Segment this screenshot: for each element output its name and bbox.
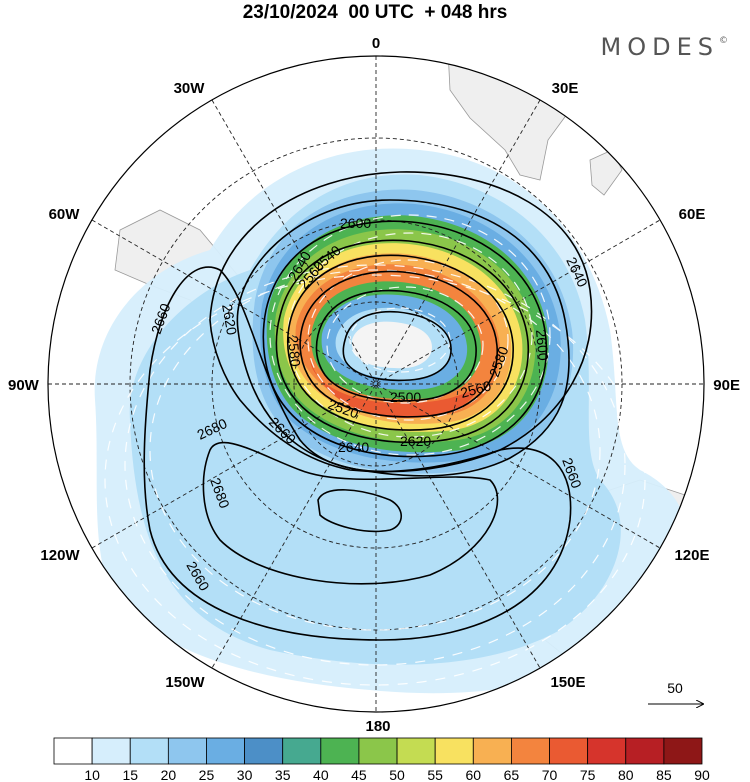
contour-2600 (262, 220, 548, 458)
map-border (47, 55, 705, 713)
lon-label-120w: 120W (40, 547, 80, 564)
contour-label: 2620 (219, 303, 240, 337)
colorbar-tick-label: 30 (237, 767, 253, 782)
colorbar-tick-label: 70 (542, 767, 558, 782)
colorbar-swatch (587, 737, 627, 765)
contour-label: 2500 (390, 389, 421, 405)
colorbar-tick-label: 40 (313, 767, 329, 782)
colorbar-swatch (625, 737, 665, 765)
contour-2580 (275, 239, 529, 444)
colorbar-tick-label: 60 (466, 767, 482, 782)
contour-label: 2620 (400, 433, 431, 449)
colorbar-tick-label: 80 (618, 767, 634, 782)
colorbar-tick-label: 10 (84, 767, 100, 782)
contour-2660 (143, 266, 572, 641)
lon-label-60e: 60E (679, 206, 706, 223)
colorbar-swatch (244, 737, 284, 765)
lon-label-90w: 90W (8, 377, 40, 394)
copyright-mark: © (719, 36, 728, 46)
colorbar-tick-label: 45 (351, 767, 367, 782)
lon-label-30e: 30E (552, 80, 579, 97)
contour-2540 (299, 270, 498, 418)
height-contours (143, 171, 593, 641)
contour-label: 2600 (340, 215, 371, 231)
lon-label-150w: 150W (165, 674, 205, 691)
wind-reference-value: 50 (667, 680, 683, 696)
colorbar-swatch (167, 737, 207, 765)
shade-inner-white (351, 321, 432, 369)
contour-2500 (342, 310, 452, 382)
contour-2680 (202, 441, 499, 585)
colorbar-swatch (663, 737, 703, 765)
colorbar-tick-label: 15 (122, 767, 138, 782)
colorbar-swatch (53, 737, 93, 765)
brand-text: MODES (600, 33, 719, 61)
colorbar-swatch (472, 737, 512, 765)
colorbar-swatch (434, 737, 474, 765)
contour-2640 (209, 171, 593, 473)
colorbar-swatch (549, 737, 589, 765)
colorbar-tick-label: 25 (199, 767, 215, 782)
colorbar-swatch (206, 737, 245, 765)
colorbar: 10 15 20 25 30 35 40 45 50 55 60 65 70 75 80 85 90 (53, 737, 710, 782)
colorbar-tick-label: 90 (694, 767, 710, 782)
lon-label-90e: 90E (713, 377, 740, 394)
longitude-labels: 0 30E 60E 90E 120E 150E 180 150W 120W 90… (8, 35, 740, 735)
lon-label-120e: 120E (674, 547, 709, 564)
colorbar-swatch (358, 737, 398, 765)
colorbar-swatch (396, 737, 436, 765)
contour-2520 (315, 289, 477, 402)
lon-label-0: 0 (372, 35, 380, 52)
chart-title: 23/10/2024 00 UTC + 048 hrs (242, 2, 508, 23)
colorbar-tick-label: 85 (656, 767, 672, 782)
colorbar-swatch (320, 737, 360, 765)
contour-2560 (286, 254, 514, 431)
contour-label: 2560 (459, 377, 493, 401)
wind-reference: 50 (648, 680, 703, 704)
contour-label: 2640 (338, 439, 369, 455)
contour-2680-closed (317, 489, 403, 533)
colorbar-swatch (129, 737, 169, 765)
graticule (48, 56, 704, 712)
colorbar-swatch (282, 737, 322, 765)
colorbar-swatch (91, 737, 131, 765)
colorbar-tick-label: 65 (504, 767, 520, 782)
shade-75 (310, 360, 480, 418)
wind-vectors (104, 214, 646, 686)
lon-label-150e: 150E (550, 674, 585, 691)
colorbar-tick-label: 50 (389, 767, 405, 782)
lon-label-60w: 60W (49, 206, 81, 223)
lon-label-30w: 30W (174, 80, 206, 97)
colorbar-tick-label: 35 (275, 767, 291, 782)
colorbar-tick-label: 20 (161, 767, 177, 782)
modes-logo: MODES© (601, 33, 728, 61)
contour-label: 2580 (285, 335, 304, 368)
colorbar-tick-label: 75 (580, 767, 596, 782)
colorbar-tick-label: 55 (427, 767, 443, 782)
colorbar-swatch (511, 737, 550, 765)
contour-label: 2600 (533, 329, 552, 362)
lon-label-180: 180 (365, 718, 390, 735)
map-disc: 2600 2640 2620 2580 2560 2540 2660 2500 … (48, 56, 704, 712)
